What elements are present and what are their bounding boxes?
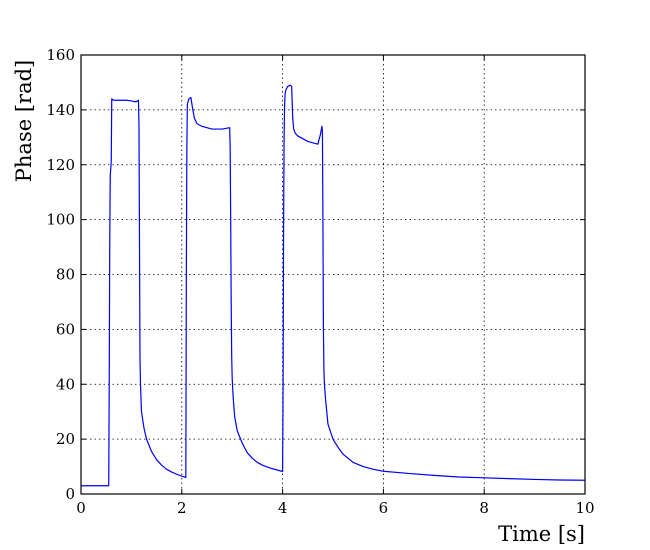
x-tick-label: 2	[177, 499, 187, 517]
series-line	[81, 84, 586, 487]
x-tick-label: 10	[575, 499, 594, 517]
y-tick-label: 20	[56, 430, 75, 448]
x-tick-labels: 0 2 4 6 8 10	[76, 499, 594, 517]
y-tick-label: 40	[56, 375, 75, 393]
plot-frame	[80, 54, 586, 495]
x-tick-label: 6	[379, 499, 389, 517]
y-tick-labels: 0 20 40 60 80 100 120 140 160	[46, 46, 75, 503]
x-tick-label: 4	[278, 499, 288, 517]
y-tick-label: 80	[56, 266, 75, 284]
y-tick-label: 120	[46, 156, 75, 174]
y-tick-label: 0	[65, 485, 75, 503]
y-tick-label: 100	[46, 211, 75, 229]
grid-lines	[81, 55, 585, 494]
y-tick-label: 140	[46, 101, 75, 119]
series-layer	[81, 84, 586, 487]
x-axis-label: Time [s]	[498, 522, 585, 546]
y-tick-label: 60	[56, 320, 75, 338]
x-tick-label: 8	[479, 499, 489, 517]
y-tick-label: 160	[46, 46, 75, 64]
x-tick-label: 0	[76, 499, 86, 517]
y-axis-label: Phase [rad]	[12, 60, 36, 182]
